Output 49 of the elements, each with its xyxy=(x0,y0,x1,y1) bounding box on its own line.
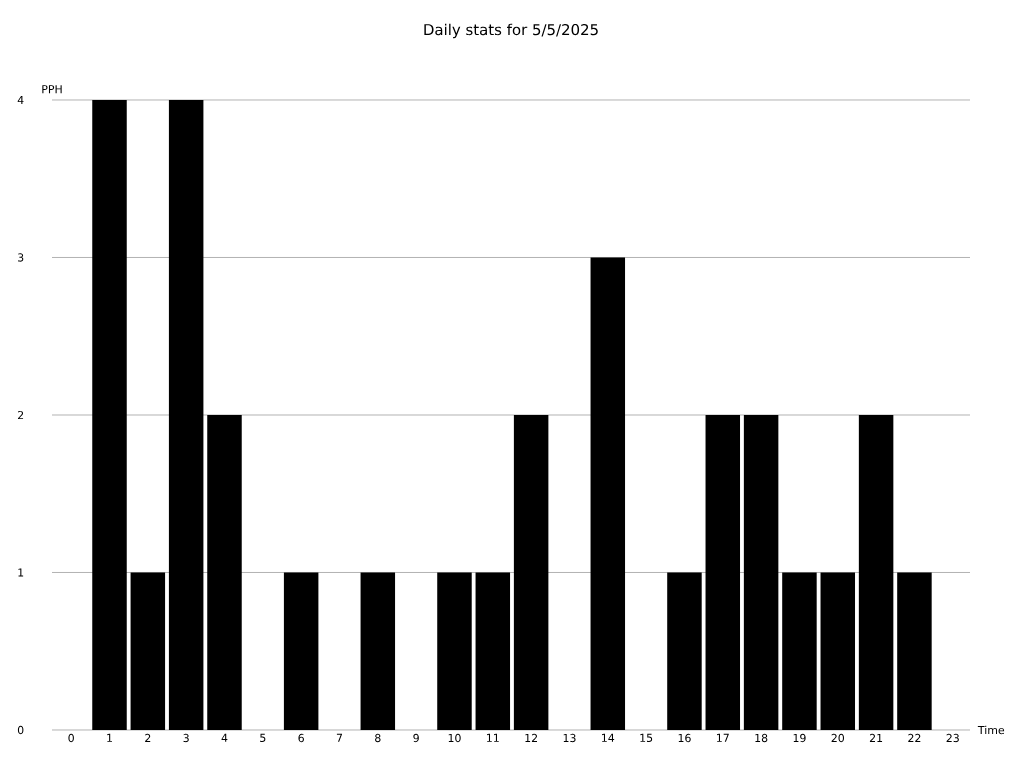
x-tick-label: 22 xyxy=(908,733,921,742)
chart-title: Daily stats for 5/5/2025 xyxy=(424,23,598,39)
x-tick-label: 15 xyxy=(640,733,653,742)
x-tick-label: 0 xyxy=(68,733,74,743)
bar xyxy=(360,572,396,730)
y-tick-label: 0 xyxy=(17,725,24,735)
x-tick-label: 11 xyxy=(487,733,499,742)
bar xyxy=(168,99,204,730)
x-tick-label: 1 xyxy=(107,733,112,742)
bar xyxy=(820,572,856,730)
x-tick-label: 19 xyxy=(793,733,806,743)
x-axis-title: Time xyxy=(977,725,1005,735)
x-tick-label: 13 xyxy=(563,733,576,743)
x-tick-label: 8 xyxy=(375,733,381,743)
x-tick-label: 17 xyxy=(717,733,729,742)
bar xyxy=(897,572,932,730)
x-tick-label: 2 xyxy=(145,733,151,742)
bar xyxy=(207,414,242,730)
x-tick-label: 3 xyxy=(183,733,189,743)
bar xyxy=(743,414,779,730)
x-tick-label: 7 xyxy=(336,733,343,742)
y-tick-label: 2 xyxy=(17,410,24,420)
x-tick-label: 10 xyxy=(448,733,461,743)
bar xyxy=(782,572,817,730)
y-axis-title: PPH xyxy=(42,85,62,94)
y-tick-label: 4 xyxy=(17,95,24,104)
bar xyxy=(590,257,626,730)
x-tick-label: 18 xyxy=(755,733,768,743)
x-tick-label: 16 xyxy=(678,733,691,743)
x-tick-label: 14 xyxy=(602,733,615,742)
bar xyxy=(513,414,549,730)
x-tick-label: 20 xyxy=(831,733,844,743)
bar xyxy=(858,414,894,730)
x-tick-label: 5 xyxy=(260,733,266,742)
x-tick-label: 9 xyxy=(413,733,419,743)
bar xyxy=(667,572,702,730)
bar xyxy=(130,572,166,730)
bar xyxy=(475,572,511,730)
bar xyxy=(283,572,319,730)
x-tick-label: 21 xyxy=(869,733,883,742)
x-tick-label: 12 xyxy=(525,733,538,742)
x-tick-label: 23 xyxy=(946,733,959,743)
bar xyxy=(437,572,472,730)
x-tick-label: 4 xyxy=(221,733,228,742)
y-tick-label: 1 xyxy=(18,568,24,577)
bar xyxy=(92,99,127,730)
x-tick-label: 6 xyxy=(298,733,304,743)
bar xyxy=(705,414,741,730)
y-tick-label: 3 xyxy=(18,253,24,262)
